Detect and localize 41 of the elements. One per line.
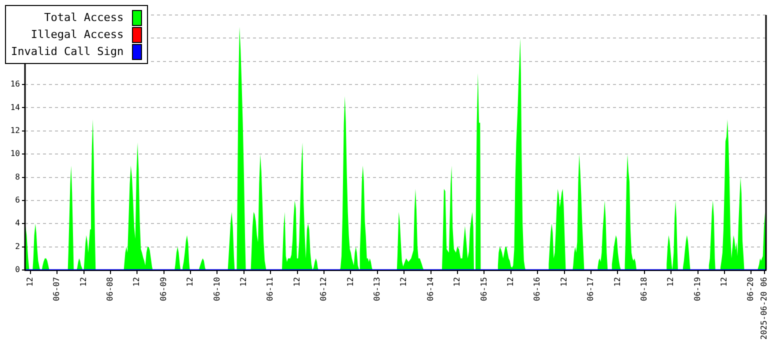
x-tick-label: 12 — [78, 276, 88, 287]
legend-label: Total Access — [44, 11, 124, 24]
legend-label: Illegal Access — [30, 28, 124, 41]
x-tick-label: 06-16 — [532, 276, 542, 302]
x-tick-label: 12 — [132, 276, 142, 287]
legend-label: Invalid Call Sign — [11, 45, 124, 58]
x-tick-label: 06-20 — [746, 276, 756, 302]
x-tick-label: 12 — [666, 276, 676, 287]
x-tick-label: 12 — [612, 276, 622, 287]
y-tick-label: 6 — [15, 196, 20, 205]
x-tick-label: 12 — [186, 276, 195, 287]
x-tick-label: 06-12 — [319, 276, 328, 302]
x-tick-label: 12 — [720, 276, 729, 287]
x-tick-label: 06-18 — [639, 276, 648, 302]
x-tick-label: 06-13 — [372, 276, 382, 302]
y-tick-label: 4 — [15, 218, 20, 228]
y-tick-label: 8 — [15, 172, 20, 182]
y-tick-label: 12 — [10, 126, 20, 135]
y-tick-label: 0 — [15, 265, 20, 274]
x-tick-label: 06-14 — [426, 276, 435, 302]
x-tick-label: 06-09 — [158, 276, 168, 302]
x-tick-label: 12 — [559, 276, 568, 287]
x-tick-label: 06-07 — [52, 276, 62, 302]
x-tick-label: 12 — [346, 276, 355, 287]
y-tick-label: 10 — [10, 149, 20, 158]
x-tick-label: 06-08 — [106, 276, 115, 302]
x-tick-label: 06-11 — [266, 276, 275, 302]
x-tick-label: 12 — [239, 276, 248, 287]
y-tick-label: 16 — [10, 80, 20, 89]
x-tick-label: 06-15 — [479, 276, 488, 302]
x-tick-label: 2025-06-20 06 — [760, 276, 769, 340]
x-tick-label: 06-19 — [692, 276, 702, 302]
x-tick-label: 06-17 — [586, 276, 596, 302]
x-tick-label: 12 — [399, 276, 408, 287]
x-tick-label: 12 — [292, 276, 302, 287]
x-tick-label: 12 — [506, 276, 515, 287]
x-tick-label: 12 — [452, 276, 462, 287]
y-tick-label: 2 — [15, 242, 20, 251]
x-tick-label: 06-10 — [212, 276, 222, 302]
y-tick-label: 14 — [10, 102, 20, 112]
x-tick-label: 12 — [25, 276, 34, 287]
